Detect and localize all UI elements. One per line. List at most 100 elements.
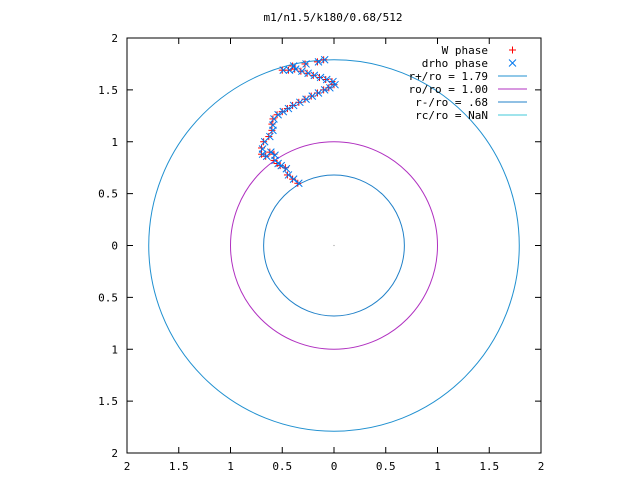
w-phase-point: [269, 115, 277, 123]
y-tick-label: 1: [111, 343, 118, 356]
marker-stroke: [262, 152, 271, 161]
marker-stroke: [258, 145, 267, 153]
drho-phase-point: [320, 55, 329, 64]
marker-stroke: [271, 151, 279, 160]
marker-stroke: [308, 92, 317, 100]
drho-phase-point: [322, 75, 331, 84]
legend-label: W phase: [442, 44, 488, 57]
drho-phase-point: [289, 62, 298, 70]
series-drho-phase: [258, 55, 339, 188]
w-phase-point: [284, 66, 292, 74]
w-phase-point: [316, 73, 324, 81]
drho-phase-point: [284, 104, 293, 113]
drho-phase-point: [258, 145, 267, 153]
y-tick-label: 1.5: [98, 395, 118, 408]
chart-title: m1/n1.5/k180/0.68/512: [263, 11, 402, 24]
w-phase-point: [258, 150, 266, 158]
marker-stroke: [320, 86, 329, 94]
marker-stroke: [304, 69, 312, 78]
marker-stroke: [289, 175, 298, 183]
marker-stroke: [329, 77, 337, 86]
legend-label: r-/ro = .68: [415, 96, 488, 109]
drho-phase-point: [284, 171, 293, 179]
x-tick-label: 1: [434, 460, 441, 473]
drho-phase-point: [279, 107, 288, 116]
w-phase-point: [313, 58, 321, 66]
circle-r-: [263, 174, 405, 317]
marker-stroke: [279, 107, 288, 116]
w-phase-point: [265, 133, 273, 141]
w-phase-point: [283, 105, 291, 113]
marker-stroke: [291, 65, 300, 73]
y-tick-label: 1.5: [98, 84, 118, 97]
tick-labels: 2 1.5 1 0.5 0 0.5 1 1.5 221.510.500.511.52: [98, 32, 544, 473]
drho-phase-point: [329, 77, 337, 86]
w-phase-point: [309, 71, 317, 79]
w-phase-point: [260, 138, 268, 146]
x-tick-label: 0.5: [272, 460, 292, 473]
origin-dot: [333, 244, 335, 247]
x-tick-label: 2: [538, 460, 545, 473]
drho-phase-point: [269, 121, 277, 130]
marker-stroke: [326, 83, 334, 92]
drho-phase-point: [274, 110, 282, 119]
w-phase-point: [278, 66, 286, 74]
w-phase-point: [268, 126, 276, 134]
marker-stroke: [295, 98, 304, 107]
marker-stroke: [282, 164, 291, 173]
w-phase-point: [283, 171, 291, 179]
marker-stroke: [284, 171, 293, 179]
marker-stroke: [314, 89, 323, 97]
y-tick-label: 1: [111, 136, 118, 149]
series-markers: [258, 55, 339, 188]
marker-stroke: [289, 101, 298, 110]
circle-r+: [148, 59, 520, 432]
drho-phase-point: [282, 164, 291, 173]
drho-phase-point: [289, 175, 298, 183]
drho-phase-point: [295, 98, 304, 107]
marker-stroke: [289, 62, 298, 70]
drho-phase-point: [289, 101, 298, 110]
drho-phase-point: [279, 66, 288, 75]
drho-phase-point: [314, 58, 323, 66]
marker-stroke: [331, 80, 339, 89]
marker-stroke: [274, 110, 282, 119]
w-phase-point: [320, 56, 328, 64]
drho-phase-point: [314, 89, 323, 97]
drho-phase-point: [308, 92, 317, 100]
x-tick-label: 1.5: [169, 460, 189, 473]
marker-stroke: [265, 132, 274, 141]
x-tick-label: 1.5: [479, 460, 499, 473]
x-tick-label: 2: [124, 460, 131, 473]
drho-phase-point: [298, 67, 306, 76]
legend-label: r+/ro = 1.79: [409, 70, 488, 83]
x-tick-label: 1: [227, 460, 234, 473]
w-phase-point: [289, 175, 297, 183]
marker-stroke: [316, 73, 325, 82]
reference-circles: [148, 59, 520, 432]
marker-stroke: [310, 71, 319, 80]
drho-phase-point: [262, 152, 271, 161]
w-phase-point: [262, 152, 270, 160]
axis-ticks: [126, 37, 542, 454]
y-tick-label: 2: [111, 447, 118, 460]
drho-phase-point: [304, 69, 312, 78]
marker-stroke: [302, 60, 310, 68]
marker-stroke: [269, 121, 277, 130]
circle-ro: [230, 141, 438, 350]
legend-label: drho phase: [422, 57, 488, 70]
w-phase-point: [297, 67, 305, 75]
drho-phase-point: [294, 179, 303, 188]
drho-phase-point: [302, 60, 310, 68]
marker-stroke: [298, 67, 306, 76]
marker-stroke: [508, 59, 517, 67]
drho-phase-point: [320, 86, 329, 94]
marker-stroke: [302, 95, 310, 104]
w-phase-point: [303, 69, 311, 77]
legend-label: rc/ro = NaN: [415, 109, 488, 122]
drho-phase-point: [310, 71, 319, 80]
w-phase-point: [294, 179, 302, 187]
marker-stroke: [322, 75, 331, 84]
w-phase-point: [301, 60, 309, 68]
